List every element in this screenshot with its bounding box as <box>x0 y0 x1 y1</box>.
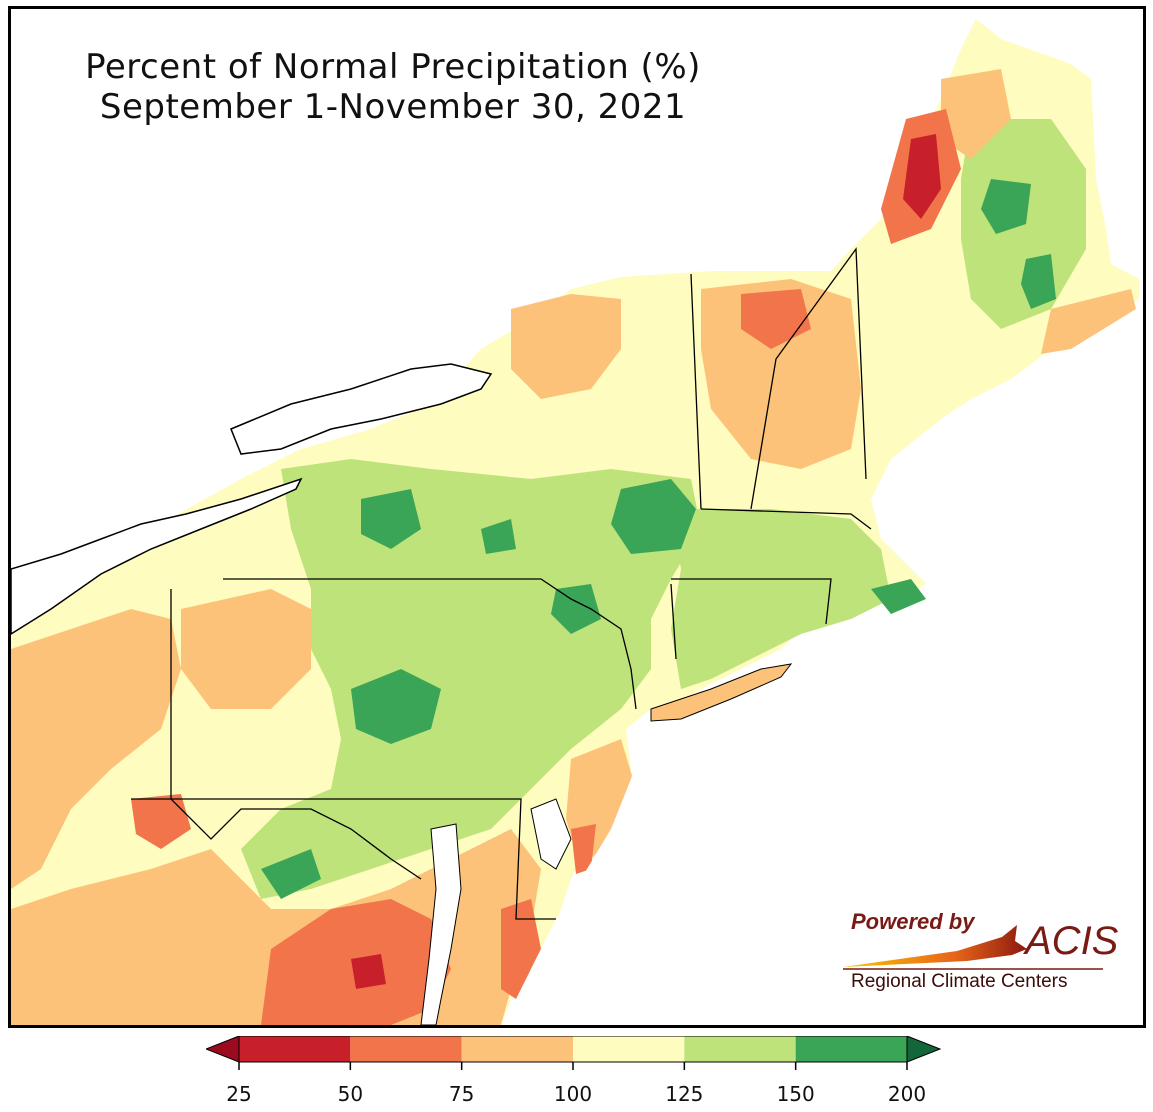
lake-ontario <box>230 363 493 455</box>
map-title: Percent of Normal Precipitation (%) <box>85 47 701 87</box>
lake-erie <box>11 477 303 635</box>
very-wet-5 <box>981 179 1031 234</box>
legend-over-arrow <box>906 1036 942 1063</box>
long-island <box>650 663 793 722</box>
legend-tick-label: 75 <box>448 1082 475 1106</box>
legend-under-arrow <box>206 1036 240 1063</box>
color-legend: 25 50 75 100 125 150 200 <box>206 1036 942 1106</box>
legend-bin <box>239 1036 351 1062</box>
dry-zone-pa <box>181 589 311 709</box>
state-borders <box>131 247 872 920</box>
very-wet-4 <box>551 584 601 634</box>
very-wet-1 <box>361 489 421 549</box>
acis-label: ACIS <box>1025 919 1119 963</box>
rcc-label: Regional Climate Centers <box>851 971 1068 992</box>
very-wet-2 <box>611 479 696 554</box>
legend-bin <box>573 1036 685 1062</box>
precipitation-map <box>11 19 1143 1025</box>
legend-tick-label: 150 <box>776 1082 815 1106</box>
very-wet-8 <box>261 849 321 899</box>
dry-zone-nw-ny <box>511 294 621 399</box>
very-wet-7 <box>871 579 926 614</box>
much-dry-nj <box>571 824 596 874</box>
powered-by-label: Powered by <box>851 909 975 934</box>
much-dry-wv <box>131 794 191 849</box>
atlantic-ocean <box>511 429 1143 1025</box>
legend-tick-label: 200 <box>887 1082 927 1106</box>
very-wet-6 <box>1021 254 1056 309</box>
legend-bin <box>461 1036 573 1062</box>
dry-zone-ne-maine <box>941 69 1011 159</box>
acis-logo: Powered by ACIS Regional Climate Centers <box>837 909 1127 1004</box>
legend-bin <box>684 1036 796 1062</box>
legend-bin <box>350 1036 462 1062</box>
legend-tick-label: 50 <box>337 1082 364 1106</box>
map-subtitle: September 1-November 30, 2021 <box>99 87 687 127</box>
wet-zone-southeast-ne <box>671 509 891 689</box>
legend-bin <box>795 1036 907 1062</box>
legend-bar <box>206 1036 942 1070</box>
very-wet-3 <box>351 669 441 744</box>
driest-zone-va <box>351 954 386 989</box>
legend-tick-label: 125 <box>665 1082 704 1106</box>
chesapeake-bay <box>420 823 462 1025</box>
dry-zone-west <box>11 609 181 889</box>
acis-swoosh-icon <box>843 925 1103 970</box>
legend-tick-label: 25 <box>226 1082 252 1106</box>
very-wet-9 <box>481 519 516 554</box>
delaware-bay <box>530 798 572 870</box>
legend-tick-label: 100 <box>553 1082 593 1106</box>
map-frame: Percent of Normal Precipitation (%) Sept… <box>8 6 1146 1028</box>
wet-zone-central <box>241 459 701 899</box>
much-dry-delmarva <box>501 899 541 999</box>
driest-zone-maine <box>903 134 941 219</box>
dry-zone-maine-coast <box>1041 289 1136 354</box>
